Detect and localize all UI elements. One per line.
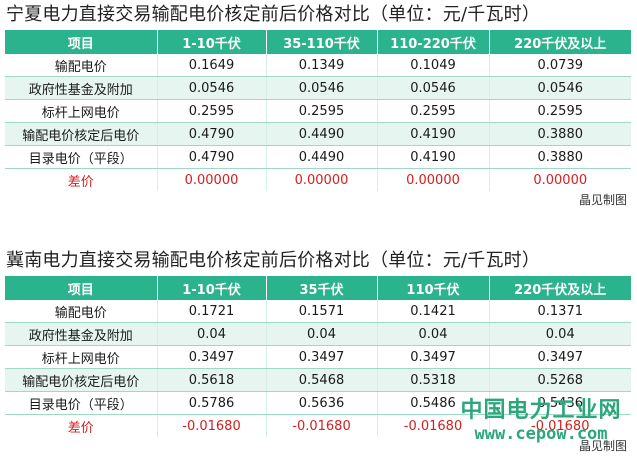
table-cell: 0.0546	[489, 76, 631, 100]
header-cell: 1-10千伏	[157, 30, 267, 54]
header-cell: 220千伏及以上	[489, 30, 631, 54]
header-cell: 110-220千伏	[377, 30, 490, 54]
row-label: 标杆上网电价	[5, 99, 158, 123]
table-cell: 0.04	[377, 322, 490, 346]
table-cell: 0.04	[157, 322, 267, 346]
table-cell: 0.5786	[157, 391, 267, 415]
table-row: 输配电价 0.1649 0.1349 0.1049 0.0739	[5, 54, 631, 77]
table-cell: 0.1349	[266, 54, 378, 77]
table-cell: -0.01680	[377, 414, 490, 437]
table-cell: 0.04	[489, 322, 631, 346]
header-cell: 项目	[5, 30, 158, 54]
table-header-row: 项目 1-10千伏 35-110千伏 110-220千伏 220千伏及以上	[5, 30, 631, 54]
table-cell: 0.00000	[157, 168, 267, 191]
table-cell: 0.5268	[489, 368, 631, 392]
difference-row: 差价 0.00000 0.00000 0.00000 0.00000	[5, 168, 631, 191]
row-label: 标杆上网电价	[5, 345, 158, 369]
ningxia-price-section: 宁夏电力直接交易输配电价核定前后价格对比（单位：元/千瓦时） 项目 1-10千伏…	[0, 0, 637, 209]
row-label: 目录电价（平段）	[5, 391, 158, 415]
table-cell: 0.0546	[266, 76, 378, 100]
table-cell: 0.1649	[157, 54, 267, 77]
table-cell: 0.04	[266, 322, 378, 346]
table-cell: 0.1049	[377, 54, 490, 77]
table-row: 输配电价 0.1721 0.1571 0.1421 0.1371	[5, 300, 631, 323]
row-label: 输配电价	[5, 300, 158, 323]
jinan-price-section: 冀南电力直接交易输配电价核定前后价格对比（单位：元/千瓦时） 项目 1-10千伏…	[0, 246, 637, 455]
table-cell: 0.5468	[266, 368, 378, 392]
table-row: 标杆上网电价 0.3497 0.3497 0.3497 0.3497	[5, 345, 631, 369]
table-cell: 0.3497	[266, 345, 378, 369]
header-cell: 35-110千伏	[266, 30, 378, 54]
table-cell: 0.1421	[377, 300, 490, 323]
table-row: 目录电价（平段） 0.4790 0.4490 0.4190 0.3880	[5, 145, 631, 169]
table-cell: -0.01680	[489, 414, 631, 437]
table-cell: 0.0546	[157, 76, 267, 100]
table-cell: 0.4190	[377, 122, 490, 146]
table-row: 政府性基金及附加 0.0546 0.0546 0.0546 0.0546	[5, 76, 631, 100]
row-label: 政府性基金及附加	[5, 322, 158, 346]
chart-source-label: 晶见制图	[578, 439, 627, 453]
table-cell: 0.0739	[489, 54, 631, 77]
header-cell: 项目	[5, 276, 158, 300]
table-row: 输配电价核定后电价 0.5618 0.5468 0.5318 0.5268	[5, 368, 631, 392]
price-comparison-table: 项目 1-10千伏 35-110千伏 110-220千伏 220千伏及以上 输配…	[5, 30, 631, 191]
chart-source-label: 晶见制图	[578, 193, 627, 207]
table-row: 政府性基金及附加 0.04 0.04 0.04 0.04	[5, 322, 631, 346]
table-cell: 0.5636	[266, 391, 378, 415]
table-cell: -0.01680	[157, 414, 267, 437]
row-label: 政府性基金及附加	[5, 76, 158, 100]
table-header-row: 项目 1-10千伏 35千伏 110千伏 220千伏及以上	[5, 276, 631, 300]
table-cell: 0.5318	[377, 368, 490, 392]
table-cell: 0.4490	[266, 145, 378, 169]
table-row: 输配电价核定后电价 0.4790 0.4490 0.4190 0.3880	[5, 122, 631, 146]
table-cell: 0.3497	[489, 345, 631, 369]
row-label: 输配电价核定后电价	[5, 122, 158, 146]
price-comparison-table: 项目 1-10千伏 35千伏 110千伏 220千伏及以上 输配电价 0.172…	[5, 276, 631, 437]
table-cell: 0.2595	[377, 99, 490, 123]
row-label: 输配电价	[5, 54, 158, 77]
row-label: 输配电价核定后电价	[5, 368, 158, 392]
table-cell: 0.4190	[377, 145, 490, 169]
table-cell: 0.00000	[489, 168, 631, 191]
table-cell: 0.0546	[377, 76, 490, 100]
table-cell: 0.00000	[377, 168, 490, 191]
table-cell: 0.5618	[157, 368, 267, 392]
table-cell: 0.2595	[489, 99, 631, 123]
header-cell: 1-10千伏	[157, 276, 267, 300]
table-cell: 0.3880	[489, 122, 631, 146]
table-cell: 0.00000	[266, 168, 378, 191]
table-cell: 0.2595	[266, 99, 378, 123]
table-cell: 0.2595	[157, 99, 267, 123]
table-cell: 0.5436	[489, 391, 631, 415]
table-cell: 0.4790	[157, 145, 267, 169]
table-cell: 0.3497	[157, 345, 267, 369]
table-cell: 0.3497	[377, 345, 490, 369]
row-label: 目录电价（平段）	[5, 145, 158, 169]
table-row: 标杆上网电价 0.2595 0.2595 0.2595 0.2595	[5, 99, 631, 123]
header-cell: 110千伏	[377, 276, 490, 300]
row-label: 差价	[5, 168, 158, 191]
table-title: 宁夏电力直接交易输配电价核定前后价格对比（单位：元/千瓦时）	[6, 4, 541, 25]
row-label: 差价	[5, 414, 158, 437]
table-title: 冀南电力直接交易输配电价核定前后价格对比（单位：元/千瓦时）	[6, 250, 541, 271]
table-row: 目录电价（平段） 0.5786 0.5636 0.5486 0.5436	[5, 391, 631, 415]
header-cell: 220千伏及以上	[489, 276, 631, 300]
table-cell: 0.5486	[377, 391, 490, 415]
table-cell: 0.1571	[266, 300, 378, 323]
table-cell: 0.3880	[489, 145, 631, 169]
table-cell: -0.01680	[266, 414, 378, 437]
table-cell: 0.1721	[157, 300, 267, 323]
table-cell: 0.4790	[157, 122, 267, 146]
table-cell: 0.4490	[266, 122, 378, 146]
header-cell: 35千伏	[266, 276, 378, 300]
difference-row: 差价 -0.01680 -0.01680 -0.01680 -0.01680	[5, 414, 631, 437]
table-cell: 0.1371	[489, 300, 631, 323]
